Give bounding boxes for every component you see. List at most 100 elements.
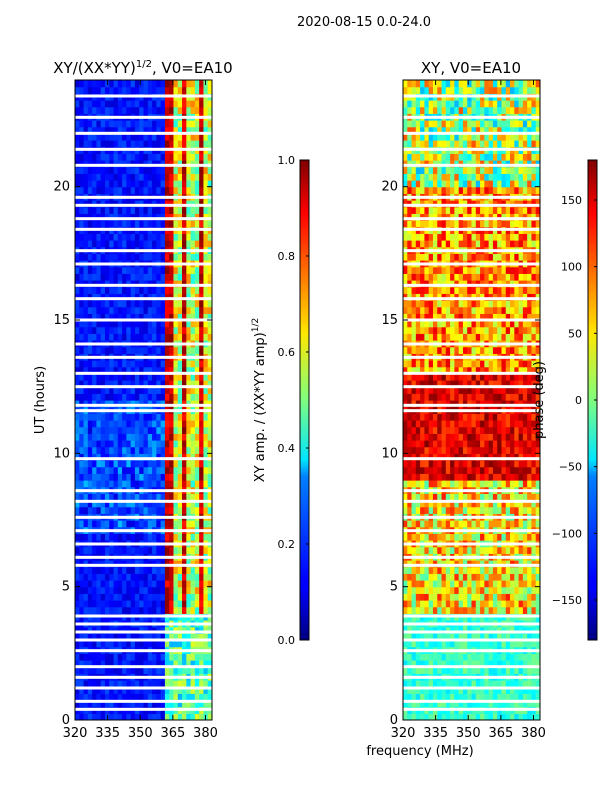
heatmap-cell [403, 573, 408, 580]
heatmap-cell [519, 460, 524, 467]
heatmap-cell [118, 140, 123, 147]
heatmap-cell [139, 207, 144, 214]
heatmap-cell [105, 440, 110, 447]
heatmap-cell [459, 433, 464, 440]
heatmap-cell [79, 493, 84, 500]
gap-row [75, 489, 212, 492]
heatmap-cell [152, 120, 157, 127]
heatmap-cell [105, 393, 110, 400]
heatmap-cell [182, 413, 187, 420]
heatmap-cell [493, 593, 498, 600]
heatmap-cell [144, 220, 149, 227]
heatmap-cell [191, 520, 196, 527]
heatmap-cell [437, 680, 442, 687]
heatmap-cell [109, 493, 114, 500]
heatmap-cell [114, 567, 119, 574]
heatmap-cell [403, 607, 408, 614]
heatmap-cell [403, 547, 408, 554]
heatmap-cell [446, 520, 451, 527]
heatmap-cell [101, 347, 106, 354]
heatmap-cell [178, 107, 183, 114]
heatmap-cell [148, 273, 153, 280]
heatmap-cell [139, 187, 144, 194]
heatmap-cell [101, 240, 106, 247]
heatmap-cell [114, 327, 119, 334]
heatmap-cell [412, 573, 417, 580]
heatmap-cell [79, 480, 84, 487]
heatmap-cell [472, 547, 477, 554]
heatmap-cell [161, 187, 166, 194]
heatmap-cell [152, 420, 157, 427]
heatmap-cell [126, 567, 131, 574]
heatmap-cell [514, 593, 519, 600]
heatmap-cell [527, 567, 532, 574]
heatmap-cell [122, 187, 127, 194]
heatmap-cell [195, 327, 200, 334]
heatmap-cell [114, 680, 119, 687]
heatmap-cell [191, 173, 196, 180]
heatmap-cell [114, 140, 119, 147]
heatmap-cell [424, 520, 429, 527]
heatmap-cell [523, 473, 528, 480]
heatmap-cell [186, 253, 191, 260]
heatmap-cell [144, 267, 149, 274]
heatmap-cell [420, 493, 425, 500]
heatmap-cell [454, 347, 459, 354]
heatmap-cell [182, 520, 187, 527]
heatmap-cell [407, 427, 412, 434]
heatmap-cell [114, 600, 119, 607]
heatmap-cell [203, 333, 208, 340]
heatmap-cell [165, 433, 170, 440]
heatmap-cell [148, 460, 153, 467]
heatmap-cell [114, 100, 119, 107]
heatmap-cell [105, 180, 110, 187]
heatmap-cell [429, 480, 434, 487]
heatmap-cell [450, 460, 455, 467]
heatmap-cell [501, 567, 506, 574]
heatmap-cell [122, 413, 127, 420]
heatmap-cell [88, 460, 93, 467]
heatmap-cell [412, 600, 417, 607]
heatmap-cell [96, 140, 101, 147]
heatmap-cell [489, 360, 494, 367]
heatmap-cell [84, 333, 89, 340]
heatmap-cell [105, 267, 110, 274]
heatmap-cell [122, 253, 127, 260]
heatmap-cell [118, 267, 123, 274]
heatmap-cell [131, 80, 136, 87]
heatmap-cell [514, 533, 519, 540]
heatmap-cell [514, 440, 519, 447]
heatmap-cell [161, 447, 166, 454]
heatmap-cell [101, 167, 106, 174]
heatmap-cell [118, 347, 123, 354]
heatmap-cell [191, 187, 196, 194]
heatmap-cell [92, 187, 97, 194]
heatmap-cell [169, 287, 174, 294]
heatmap-cell [169, 467, 174, 474]
heatmap-cell [420, 567, 425, 574]
heatmap-cell [429, 460, 434, 467]
heatmap-cell [109, 153, 114, 160]
heatmap-cell [144, 307, 149, 314]
heatmap-cell [450, 347, 455, 354]
heatmap-cell [114, 153, 119, 160]
heatmap-cell [195, 593, 200, 600]
heatmap-cell [484, 493, 489, 500]
heatmap-cell [105, 120, 110, 127]
heatmap-cell [165, 307, 170, 314]
heatmap-cell [131, 573, 136, 580]
heatmap-cell [118, 567, 123, 574]
heatmap-cell [467, 393, 472, 400]
heatmap-cell [178, 273, 183, 280]
heatmap-cell [109, 587, 114, 594]
heatmap-cell [178, 327, 183, 334]
heatmap-cell [501, 420, 506, 427]
heatmap-cell [446, 460, 451, 467]
heatmap-cell [152, 327, 157, 334]
heatmap-cell [148, 333, 153, 340]
heatmap-cell [442, 467, 447, 474]
heatmap-cell [105, 220, 110, 227]
heatmap-cell [506, 507, 511, 514]
heatmap-cell [459, 427, 464, 434]
